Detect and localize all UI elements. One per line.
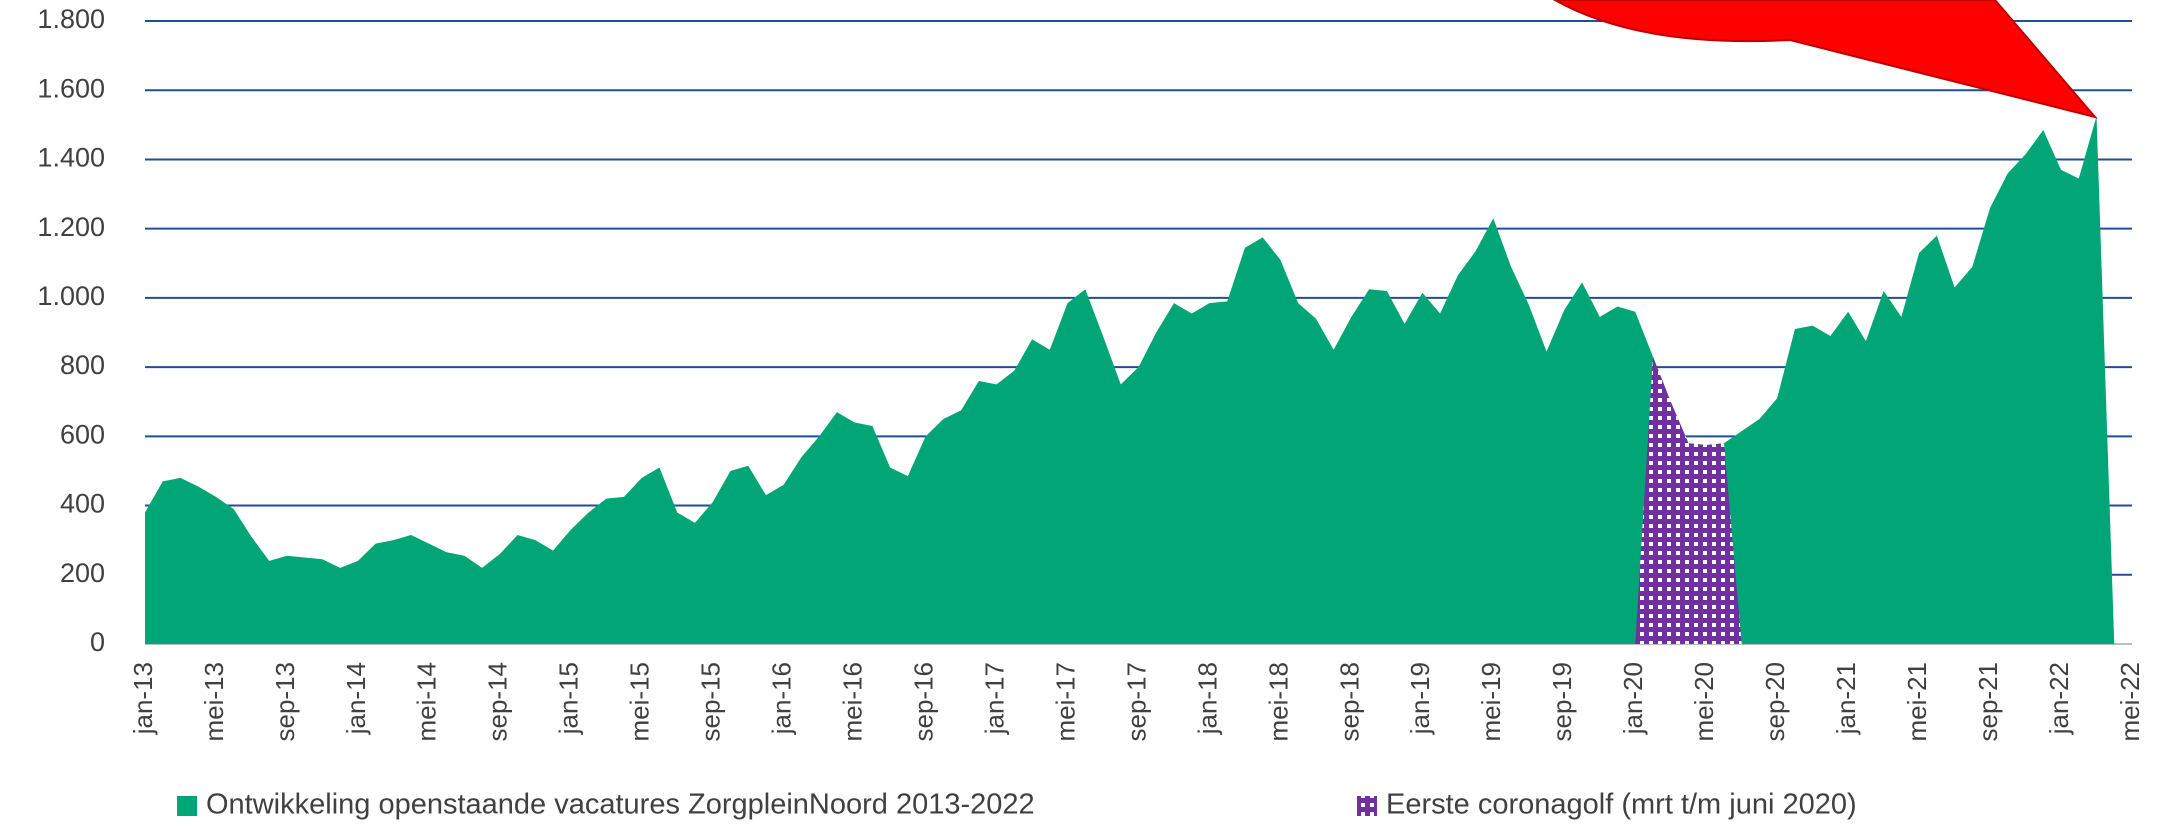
x-tick-label: jan-14 [341,662,371,735]
x-tick-label: mei-18 [1263,662,1293,741]
legend: Ontwikkeling openstaande vacatures Zorgp… [177,789,1857,821]
x-tick-label: mei-16 [838,662,868,741]
y-tick-label: 1.800 [37,4,105,34]
x-tick-label: jan-13 [128,662,158,735]
legend-label: Eerste coronagolf (mrt t/m juni 2020) [1386,789,1857,821]
x-tick-label: mei-14 [412,662,442,741]
x-tick-label: sep-21 [1973,662,2003,742]
x-tick-label: sep-17 [1121,662,1151,742]
x-tick-label: sep-18 [1334,662,1364,742]
x-tick-label: mei-22 [2115,662,2145,741]
y-tick-label: 200 [60,558,105,588]
axes: 0 200 400 600 800 1.000 1.200 1.400 1.600 1.800 ja… [37,4,2144,741]
x-tick-label: sep-16 [908,662,938,742]
x-tick-label: jan-20 [1618,662,1648,735]
x-tick-label: jan-16 [767,662,797,735]
plot-area [145,116,2115,645]
area [145,116,2115,645]
x-tick-label: mei-13 [199,662,229,741]
legend-label: Ontwikkeling openstaande vacatures Zorgp… [206,789,1035,821]
x-tick-label: sep-19 [1547,662,1577,742]
x-tick-label: jan-17 [979,662,1009,735]
x-tick-label: mei-19 [1476,662,1506,741]
legend-swatch [177,796,197,816]
y-tick-label: 1.000 [37,281,105,311]
x-tick-label: jan-21 [1831,662,1861,735]
x-tick-label: jan-18 [1192,662,1222,735]
y-tick-label: 400 [60,489,105,519]
x-tick-label: mei-15 [625,662,655,741]
x-tick-label: jan-22 [2044,662,2074,735]
x-tick-label: sep-14 [483,662,513,742]
x-tick-label: mei-20 [1689,662,1719,741]
callout-arrow [1552,0,2098,119]
y-tick-label: 600 [60,419,105,449]
y-tick-label: 1.200 [37,212,105,242]
y-tick-label: 800 [60,350,105,380]
legend-swatch [1357,796,1377,816]
x-tick-label: jan-15 [554,662,584,735]
x-tick-label: jan-19 [1405,662,1435,735]
x-tick-label: sep-15 [696,662,726,742]
x-tick-label: sep-13 [270,662,300,742]
y-tick-label: 1.400 [37,143,105,173]
x-tick-label: mei-21 [1902,662,1932,741]
x-tick-label: mei-17 [1050,662,1080,741]
y-tick-label: 1.600 [37,73,105,103]
area [1635,356,1742,644]
y-tick-label: 0 [90,627,105,657]
x-tick-label: sep-20 [1760,662,1790,742]
